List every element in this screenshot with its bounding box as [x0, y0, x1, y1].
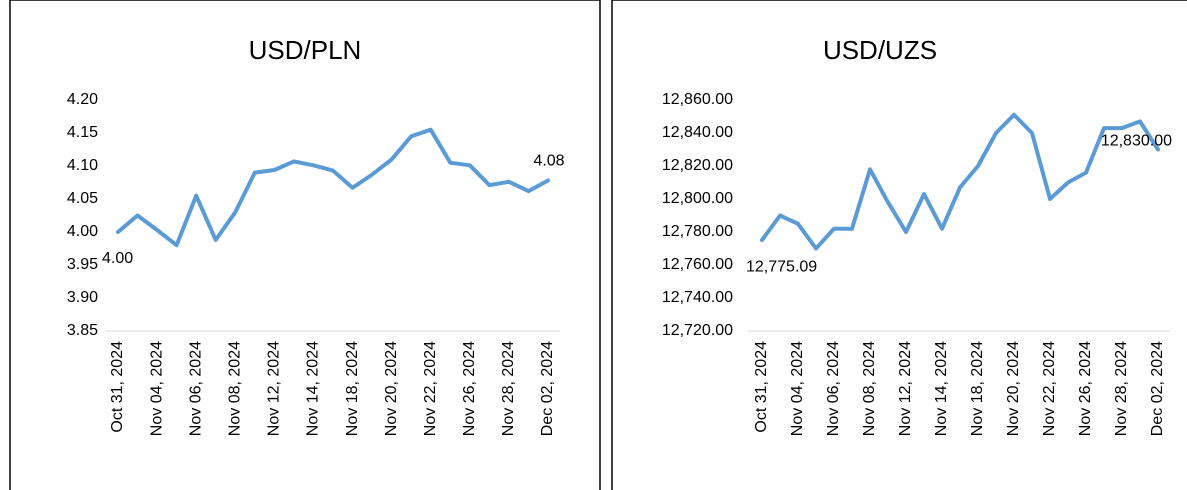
y-tick-label: 12,800.00 [662, 190, 733, 207]
x-tick-label: Nov 18, 2024 [969, 341, 986, 436]
y-tick-label: 4.10 [67, 157, 98, 174]
y-tick-label: 3.90 [67, 289, 98, 306]
x-tick-label: Nov 08, 2024 [861, 341, 878, 436]
x-tick-label: Nov 06, 2024 [825, 341, 842, 436]
x-tick-label: Oct 31, 2024 [753, 341, 770, 433]
x-tick-label: Nov 14, 2024 [933, 341, 950, 436]
y-tick-label: 12,860.00 [662, 91, 733, 108]
data-label: 12,775.09 [746, 258, 817, 275]
y-tick-label: 12,840.00 [662, 124, 733, 141]
y-tick-label: 4.15 [67, 124, 98, 141]
data-label: 12,830.00 [1101, 133, 1172, 150]
y-tick-label: 3.95 [67, 256, 98, 273]
panel-border [9, 0, 601, 490]
x-tick-label: Nov 22, 2024 [422, 341, 439, 436]
y-tick-label: 12,720.00 [662, 322, 733, 339]
x-tick-label: Nov 06, 2024 [187, 341, 204, 436]
x-tick-label: Dec 02, 2024 [539, 341, 556, 436]
data-line [116, 127, 550, 248]
data-line [760, 112, 1160, 251]
y-tick-label: 4.20 [67, 91, 98, 108]
x-tick-label: Nov 14, 2024 [305, 341, 322, 436]
chart-title: USD/UZS [823, 35, 937, 65]
x-tick-label: Nov 12, 2024 [266, 341, 283, 436]
x-tick-label: Nov 08, 2024 [226, 341, 243, 436]
x-tick-label: Nov 26, 2024 [1077, 341, 1094, 436]
y-tick-label: 4.00 [67, 223, 98, 240]
y-tick-label: 4.05 [67, 190, 98, 207]
x-tick-label: Nov 22, 2024 [1041, 341, 1058, 436]
y-tick-label: 12,760.00 [662, 256, 733, 273]
y-tick-label: 12,780.00 [662, 223, 733, 240]
x-tick-label: Nov 04, 2024 [148, 341, 165, 436]
data-label: 4.00 [102, 250, 133, 267]
x-tick-label: Nov 20, 2024 [1005, 341, 1022, 436]
y-tick-label: 3.85 [67, 322, 98, 339]
x-tick-label: Nov 04, 2024 [789, 341, 806, 436]
y-tick-label: 12,820.00 [662, 157, 733, 174]
x-tick-label: Nov 20, 2024 [383, 341, 400, 436]
panel-border [611, 0, 1187, 490]
chart-title: USD/PLN [249, 35, 362, 65]
x-tick-label: Nov 18, 2024 [344, 341, 361, 436]
data-label: 4.08 [533, 153, 564, 170]
y-tick-label: 12,740.00 [662, 289, 733, 306]
x-tick-label: Dec 02, 2024 [1149, 341, 1166, 436]
x-tick-label: Nov 28, 2024 [1113, 341, 1130, 436]
x-tick-label: Nov 26, 2024 [461, 341, 478, 436]
x-tick-label: Nov 28, 2024 [500, 341, 517, 436]
x-tick-label: Nov 12, 2024 [897, 341, 914, 436]
x-tick-label: Oct 31, 2024 [109, 341, 126, 433]
